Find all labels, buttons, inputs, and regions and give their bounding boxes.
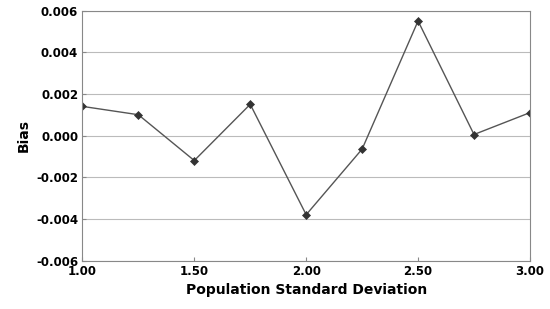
Y-axis label: Bias: Bias [16, 119, 31, 152]
X-axis label: Population Standard Deviation: Population Standard Deviation [185, 283, 427, 297]
